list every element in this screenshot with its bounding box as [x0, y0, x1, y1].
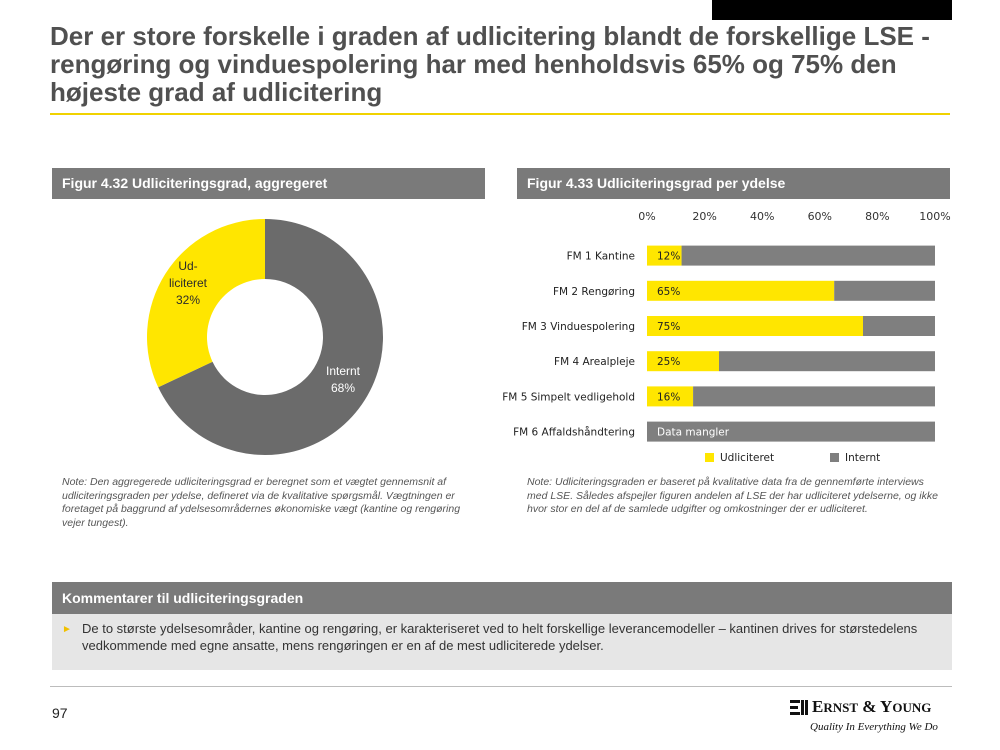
donut-slice-1 — [146, 219, 265, 388]
category-label: FM 3 Vinduespolering — [522, 321, 635, 333]
footer-rule — [50, 686, 952, 687]
bar-internt — [693, 386, 935, 407]
bar-udliciteret — [647, 316, 863, 336]
bar-udliciteret — [647, 351, 719, 372]
donut-svg — [146, 219, 383, 455]
bar-annotation: Data mangler — [657, 427, 730, 439]
donut-label-line: 32% — [175, 293, 201, 307]
donut-slice-0 — [158, 219, 383, 455]
bar-internt — [719, 351, 935, 372]
legend-swatch — [705, 453, 714, 462]
donut-label-udliciteret: Ud-liciteret 32% — [146, 258, 230, 309]
donut-label-internt: Internt 68% — [303, 363, 383, 397]
bar-udliciteret — [647, 280, 835, 301]
bullet-arrow-icon: ► — [62, 624, 72, 635]
ernst-young-logo: ERNST & YOUNG Quality In Everything We D… — [790, 697, 955, 742]
legend-label: Udliciteret — [720, 452, 774, 464]
data-label: 25% — [657, 356, 680, 368]
bar-internt — [681, 245, 935, 266]
bar-internt — [834, 280, 935, 301]
x-tick-label: 20% — [692, 210, 716, 223]
donut-chart: Ud-liciteret 32% Internt 68% — [140, 212, 390, 462]
bar-internt — [647, 421, 935, 442]
top-black-bar — [712, 0, 952, 20]
figure-4-33-header: Figur 4.33 Udliciteringsgrad per ydelse — [517, 168, 950, 199]
comment-bullet-text: De to største ydelsesområder, kantine og… — [82, 621, 918, 653]
logo-wordmark: ERNST & YOUNG — [812, 697, 932, 716]
comments-body: ► De to største ydelsesområder, kantine … — [52, 614, 952, 670]
bar-internt — [863, 316, 935, 336]
data-label: 16% — [657, 391, 680, 403]
x-tick-label: 60% — [808, 210, 832, 223]
figure-4-32-header: Figur 4.32 Udliciteringsgrad, aggregeret — [52, 168, 485, 199]
bar-chart: 0% 20% 40% 60% 80% 100% FM 1 Kantine 12% FM 2 Re… — [500, 205, 960, 475]
ey-logo-mark-icon — [790, 700, 808, 715]
x-tick-label: 100% — [919, 210, 950, 223]
right-note: Note: Udliciteringsgraden er baseret på … — [527, 476, 938, 515]
category-label: FM 4 Arealpleje — [554, 356, 635, 368]
title-underline — [50, 113, 950, 115]
comments-header: Kommentarer til udliciteringsgraden — [52, 582, 952, 614]
category-label: FM 6 Affaldshåndtering — [513, 426, 635, 439]
data-label: 12% — [657, 251, 680, 263]
left-note: Note: Den aggregerede udliciteringsgrad … — [62, 476, 461, 529]
legend-swatch — [830, 453, 839, 462]
bar-svg: 0% 20% 40% 60% 80% 100% FM 1 Kantine 12% FM 2 Re… — [502, 210, 950, 464]
bar-udliciteret — [647, 245, 682, 266]
data-label: 65% — [657, 286, 680, 298]
x-tick-label: 40% — [750, 210, 774, 223]
donut-label-line: Ud- — [178, 259, 198, 273]
legend-label: Internt — [845, 452, 880, 464]
page-number: 97 — [52, 705, 68, 721]
x-tick-label: 0% — [638, 210, 655, 223]
x-tick-label: 80% — [865, 210, 889, 223]
logo-tagline: Quality In Everything We Do — [810, 721, 938, 733]
data-label: 75% — [657, 321, 680, 333]
category-label: FM 1 Kantine — [567, 251, 635, 263]
donut-label-line: liciteret — [168, 276, 207, 290]
bar-udliciteret — [647, 386, 694, 407]
category-label: FM 2 Rengøring — [553, 286, 635, 298]
slide-title: Der er store forskelle i graden af udlic… — [50, 21, 930, 107]
donut-label-line: 68% — [330, 381, 356, 395]
donut-label-line: Internt — [325, 364, 361, 378]
category-label: FM 5 Simpelt vedligehold — [502, 391, 635, 403]
